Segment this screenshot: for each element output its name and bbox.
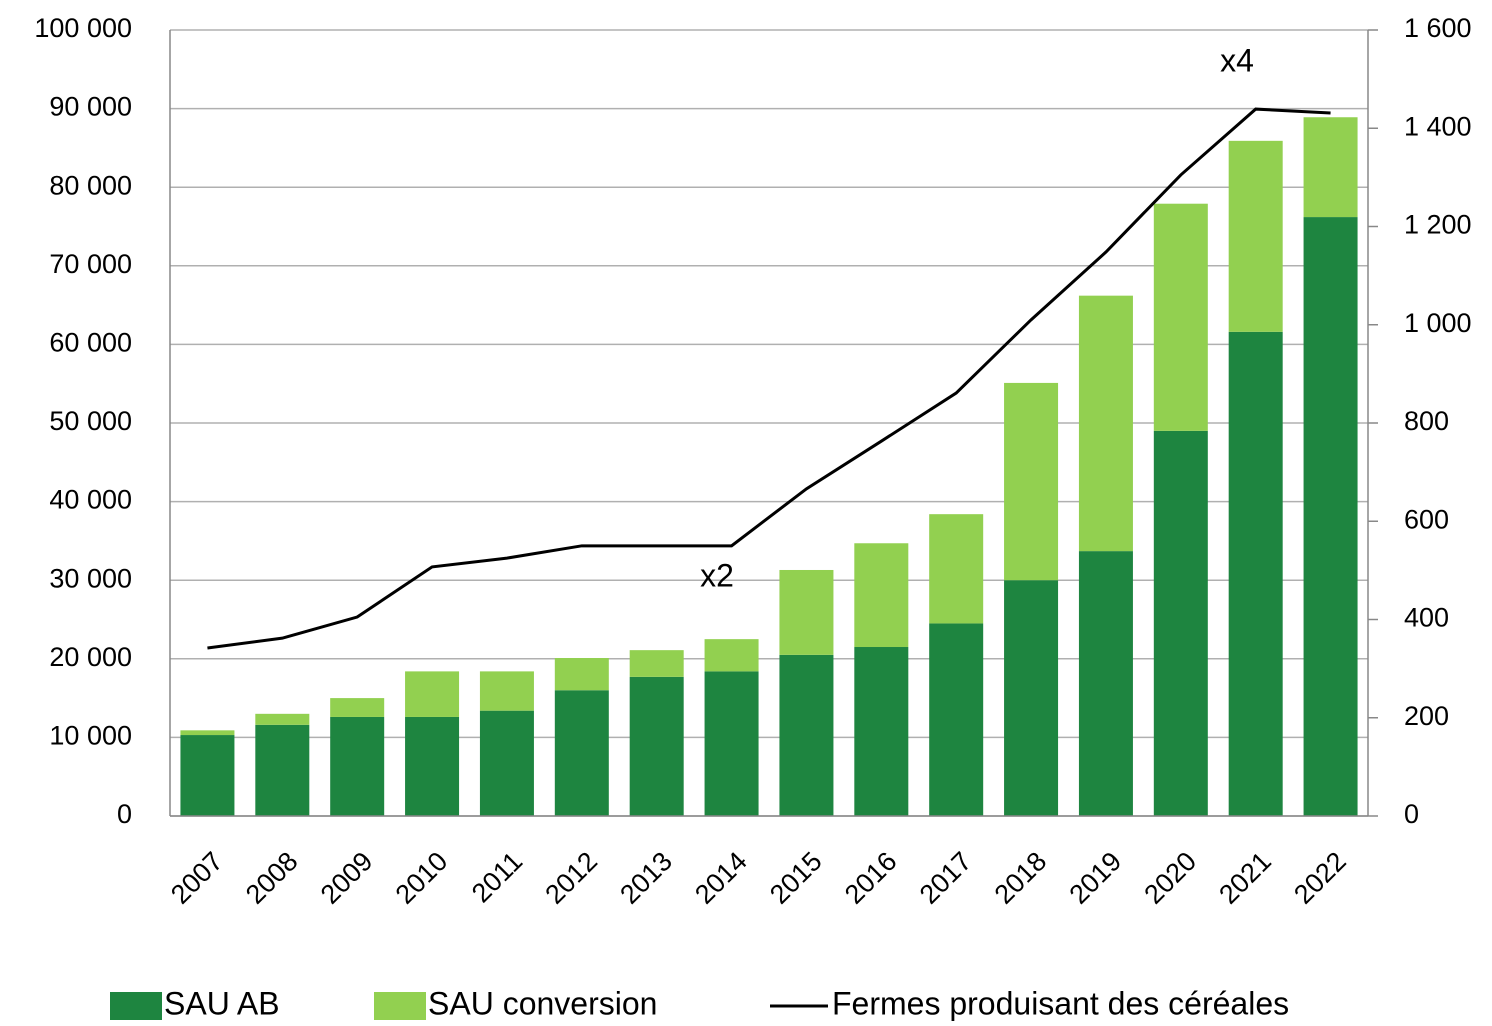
x-tick-label: 2022	[1288, 846, 1352, 910]
bar	[929, 514, 984, 624]
bar	[629, 650, 684, 677]
bar	[929, 623, 984, 816]
bar	[330, 698, 385, 717]
y-tick-label: 70 000	[49, 249, 132, 279]
bar	[629, 676, 684, 816]
bar	[180, 735, 235, 816]
y2-tick-label: 200	[1404, 701, 1449, 731]
x-tick-label: 2021	[1213, 846, 1277, 910]
y-tick-label: 30 000	[49, 563, 132, 593]
legend-label: SAU conversion	[428, 985, 657, 1021]
x-tick-label: 2011	[466, 846, 528, 908]
bar	[704, 639, 759, 672]
bar	[779, 654, 834, 816]
x-tick-label: 2014	[689, 846, 753, 910]
y-tick-label: 60 000	[49, 328, 132, 358]
y-tick-label: 80 000	[49, 170, 132, 200]
bar	[1153, 430, 1208, 816]
bar	[330, 716, 385, 816]
bar	[1303, 217, 1358, 816]
y2-tick-label: 1 400	[1404, 111, 1472, 141]
bar	[1153, 203, 1208, 431]
x-tick-label: 2010	[390, 846, 454, 910]
bar	[554, 690, 609, 816]
bar	[255, 724, 310, 816]
legend-swatch	[374, 992, 426, 1020]
line	[207, 107, 1331, 650]
bar	[1303, 117, 1358, 218]
annotation: x4	[1220, 42, 1254, 78]
bar	[1004, 580, 1059, 816]
bar	[1228, 331, 1283, 816]
legend-label: Fermes produisant des céréales	[832, 985, 1289, 1021]
bar	[1228, 140, 1283, 332]
x-tick-label: 2018	[989, 846, 1053, 910]
bar	[255, 713, 310, 725]
bar	[554, 658, 609, 691]
y2-tick-label: 600	[1404, 504, 1449, 534]
y2-tick-label: 1 000	[1404, 308, 1472, 338]
x-tick-label: 2007	[165, 846, 229, 910]
y2-tick-label: 800	[1404, 406, 1449, 436]
y-tick-label: 10 000	[49, 721, 132, 751]
bar	[405, 671, 460, 717]
x-tick-label: 2015	[764, 846, 828, 910]
y2-tick-label: 400	[1404, 603, 1449, 633]
bar	[1078, 295, 1133, 552]
bar	[1004, 382, 1059, 581]
x-tick-label: 2020	[1138, 846, 1202, 910]
legend-swatch	[110, 992, 162, 1020]
x-tick-label: 2008	[240, 846, 304, 910]
x-tick-label: 2019	[1064, 846, 1128, 910]
y-tick-label: 20 000	[49, 642, 132, 672]
bar	[854, 543, 909, 648]
x-tick-label: 2009	[315, 846, 379, 910]
bar	[479, 710, 534, 816]
bar	[704, 671, 759, 816]
legend-label: SAU AB	[164, 985, 280, 1021]
x-tick-label: 2012	[539, 846, 603, 910]
bar	[779, 569, 834, 655]
y2-tick-label: 1 600	[1404, 13, 1472, 43]
annotation: x2	[700, 557, 734, 593]
x-tick-label: 2013	[614, 846, 678, 910]
y-tick-label: 50 000	[49, 406, 132, 436]
x-tick-label: 2017	[914, 846, 978, 910]
y-tick-label: 0	[117, 799, 132, 829]
y-tick-label: 40 000	[49, 485, 132, 515]
y-tick-label: 90 000	[49, 92, 132, 122]
y2-tick-label: 1 200	[1404, 210, 1472, 240]
bar	[854, 647, 909, 816]
y2-tick-label: 0	[1404, 799, 1419, 829]
bar	[405, 716, 460, 816]
bar	[1078, 551, 1133, 816]
bar	[180, 730, 235, 736]
bar	[479, 671, 534, 711]
x-tick-label: 2016	[839, 846, 903, 910]
y-tick-label: 100 000	[34, 13, 132, 43]
